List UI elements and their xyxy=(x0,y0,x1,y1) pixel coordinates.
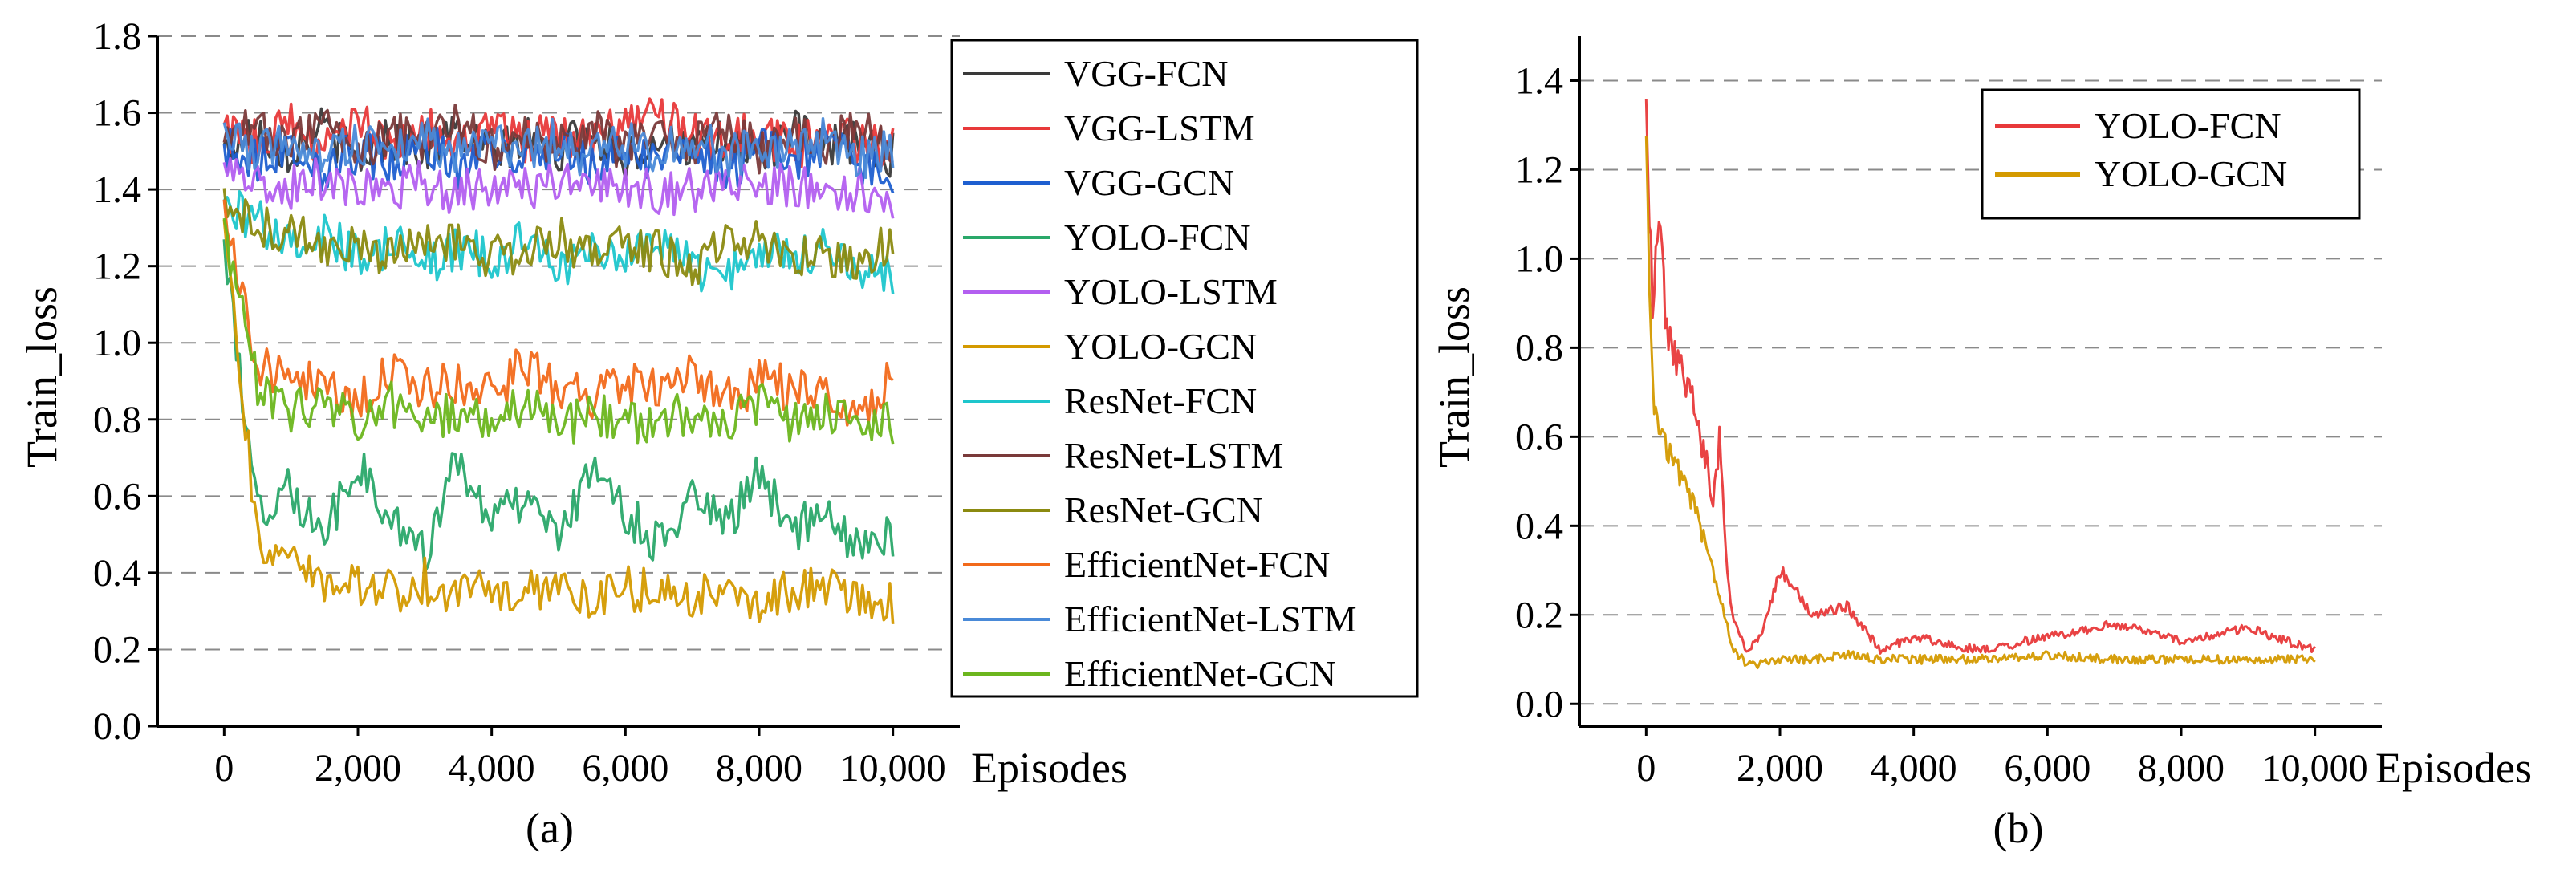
series-line-yolo-gcn xyxy=(1644,136,2316,670)
legend-box xyxy=(1981,88,2361,220)
series-line-yolo-lstm xyxy=(222,156,895,219)
legend-entry: YOLO-FCN xyxy=(2095,105,2281,146)
panel-b-chart: 0.0 0.2 0.4 0.6 0.8 1.0 1.2 1.4 0 2,000 4,000 6,000… xyxy=(1430,36,2532,852)
x-tick-label: 2,000 xyxy=(315,747,401,790)
y-axis-label: Train_loss xyxy=(1430,286,1478,468)
y-tick-label: 1.2 xyxy=(93,246,141,288)
y-tick-label: 1.0 xyxy=(1515,238,1563,280)
legend-entry: VGG-GCN xyxy=(1064,162,1234,203)
x-axis-label: Episodes xyxy=(2375,744,2532,792)
legend: VGG-FCN VGG-LSTM VGG-GCN YOLO-FCN YOLO-LSTM Y… xyxy=(950,39,1419,698)
legend-entry: VGG-LSTM xyxy=(1064,108,1255,148)
x-tick-label: 6,000 xyxy=(582,747,668,790)
series-line-yolo-fcn xyxy=(1644,98,2316,655)
x-tick-label: 2,000 xyxy=(1737,747,1823,790)
legend-entry: YOLO-LSTM xyxy=(1064,271,1278,312)
x-tick-label: 10,000 xyxy=(2262,747,2368,790)
legend-entry: YOLO-GCN xyxy=(2095,153,2287,194)
series-line-efficientnet-lstm xyxy=(222,117,895,180)
series-group xyxy=(222,97,895,625)
legend-entry: EfficientNet-LSTM xyxy=(1064,599,1357,639)
y-tick-label: 1.4 xyxy=(1515,59,1563,102)
y-tick-label: 1.6 xyxy=(93,92,141,135)
legend: YOLO-FCN YOLO-GCN xyxy=(1981,88,2361,220)
y-axis-label: Train_loss xyxy=(18,286,66,468)
y-tick-label: 0.0 xyxy=(93,705,141,748)
x-axis-label: Episodes xyxy=(971,744,1128,792)
legend-entry: ResNet-FCN xyxy=(1064,380,1257,421)
series-line-efficientnet-fcn xyxy=(222,199,894,427)
series-line-resnet-gcn xyxy=(222,188,895,286)
y-tick-label: 0.2 xyxy=(1515,594,1563,636)
panel-caption: (b) xyxy=(1993,804,2044,852)
y-tick-label: 1.0 xyxy=(93,322,141,364)
legend-entry: EfficientNet-GCN xyxy=(1064,653,1336,694)
y-tick-label: 0.4 xyxy=(1515,505,1563,547)
series-line-efficientnet-gcn xyxy=(222,217,895,445)
panel-a-chart: 0.0 0.2 0.4 0.6 0.8 1.0 1.2 1.4 1.6 1.8 0 2,000 4,00… xyxy=(18,15,1419,852)
y-tick-label: 0.4 xyxy=(93,552,141,595)
y-tick-label: 0.8 xyxy=(1515,327,1563,369)
x-tick-label: 4,000 xyxy=(1871,747,1957,790)
y-tick-label: 0.2 xyxy=(93,628,141,671)
y-tick-label: 1.4 xyxy=(93,168,141,211)
y-tick-label: 0.6 xyxy=(93,475,141,518)
legend-entry: ResNet-GCN xyxy=(1064,489,1263,530)
y-tick-label: 0.8 xyxy=(93,399,141,441)
y-tick-label: 1.2 xyxy=(1515,148,1563,191)
legend-entry: ResNet-LSTM xyxy=(1064,435,1283,476)
x-tick-label: 10,000 xyxy=(840,747,946,790)
legend-entry: EfficientNet-FCN xyxy=(1064,544,1330,585)
y-tick-label: 1.8 xyxy=(93,15,141,58)
y-tick-label: 0.6 xyxy=(1515,416,1563,458)
x-tick-label: 0 xyxy=(214,747,234,790)
legend-entry: YOLO-GCN xyxy=(1064,326,1257,367)
x-tick-label: 0 xyxy=(1636,747,1656,790)
series-line-yolo-gcn xyxy=(222,219,895,625)
x-tick-label: 8,000 xyxy=(2138,747,2225,790)
x-tick-label: 4,000 xyxy=(449,747,535,790)
legend-entry: VGG-FCN xyxy=(1064,53,1228,94)
series-group xyxy=(1644,98,2316,670)
legend-box xyxy=(950,39,1419,698)
x-tick-label: 8,000 xyxy=(716,747,802,790)
series-line-yolo-fcn xyxy=(222,239,895,574)
y-tick-label: 0.0 xyxy=(1515,683,1563,725)
panel-caption: (a) xyxy=(526,804,574,852)
x-tick-label: 6,000 xyxy=(2004,747,2090,790)
legend-entry: YOLO-FCN xyxy=(1064,217,1251,258)
